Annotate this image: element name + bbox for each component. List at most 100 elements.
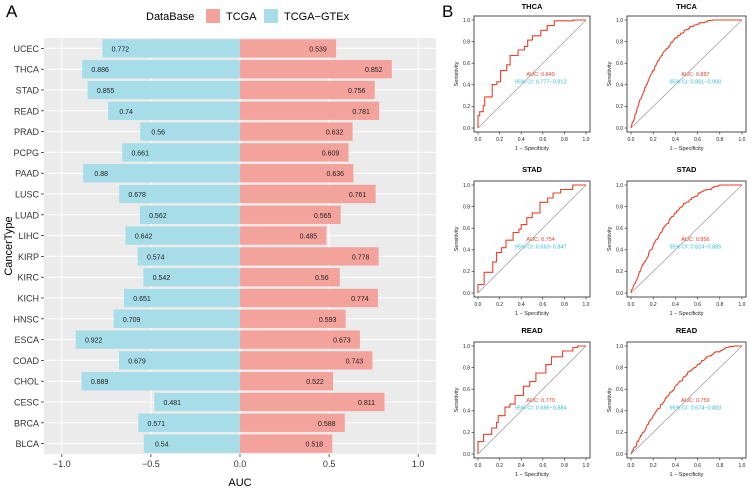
roc-x-tick-label: 0.4 xyxy=(672,302,679,308)
roc-y-tick-label: 0.0 xyxy=(463,126,470,132)
data-label-tcga: 0.593 xyxy=(319,317,337,324)
x-tick-label: −0.5 xyxy=(142,459,160,469)
data-label-tcga: 0.588 xyxy=(318,421,336,428)
roc-curve xyxy=(477,345,586,454)
roc-y-tick-label: 0.6 xyxy=(616,226,623,232)
data-label-tcga: 0.485 xyxy=(300,234,318,241)
bar-gtex-paad xyxy=(83,164,240,183)
data-label-gtex: 0.678 xyxy=(128,192,146,199)
roc-y-tick-label: 0.8 xyxy=(616,39,623,45)
roc-diagonal xyxy=(630,345,743,455)
roc-title: STAD xyxy=(677,165,697,174)
roc-x-tick-label: 1.0 xyxy=(739,137,746,143)
roc-xlabel: 1 − Specificity xyxy=(515,311,549,317)
data-label-gtex: 0.571 xyxy=(147,421,165,428)
roc-ci-label: 95% CI: 0.777−0.913 xyxy=(515,80,567,86)
data-label-tcga: 0.781 xyxy=(352,109,370,116)
y-tick-label: READ xyxy=(14,106,40,116)
roc-diagonal xyxy=(630,184,743,294)
roc-y-tick-label: 0.4 xyxy=(616,248,623,254)
roc-x-tick-label: 0.0 xyxy=(628,302,635,308)
roc-auc-label: AUC: 0.887 xyxy=(681,72,709,78)
x-tick-label: 0.5 xyxy=(323,459,336,469)
bar-tcga-prad xyxy=(240,122,353,141)
roc-auc-label: AUC: 0.779 xyxy=(526,398,554,404)
data-label-tcga: 0.756 xyxy=(348,88,366,95)
bar-tcga-kich xyxy=(240,288,378,308)
legend-swatch-tcga xyxy=(206,9,220,23)
panel-label-b: B xyxy=(442,2,453,21)
roc-x-tick-label: 0.8 xyxy=(716,463,723,469)
bar-tcga-esca xyxy=(240,330,360,349)
y-tick-label: STAD xyxy=(16,86,40,96)
roc-title: READ xyxy=(521,326,543,335)
roc-x-tick-label: 0.2 xyxy=(496,302,503,308)
legend: DataBase TCGA TCGA−GTEx xyxy=(146,9,350,23)
roc-x-tick-label: 0.2 xyxy=(650,463,657,469)
data-label-tcga: 0.778 xyxy=(352,254,370,261)
y-tick-label: LIHC xyxy=(18,231,39,241)
roc-y-tick-label: 0.4 xyxy=(463,248,470,254)
roc-title: THCA xyxy=(522,2,543,11)
legend-label-tcga: TCGA xyxy=(226,11,257,23)
roc-x-tick-label: 0.4 xyxy=(672,137,679,143)
roc-xlabel: 1 − Specificity xyxy=(669,311,703,317)
data-label-gtex: 0.54 xyxy=(155,442,169,449)
roc-y-tick-label: 0.0 xyxy=(463,291,470,297)
data-label-tcga: 0.774 xyxy=(351,296,369,303)
roc-xlabel: 1 − Specificity xyxy=(669,146,703,152)
y-tick-label: KIRC xyxy=(17,273,39,283)
bar-gtex-lihc xyxy=(125,226,240,245)
panel-label-a: A xyxy=(6,2,18,21)
roc-panel-5: READ 0.0 0.0 0.2 0.2 0.4 0.4 0.6 0.6 0.8 0.8 1.0 1.0… xyxy=(454,326,591,478)
data-label-tcga: 0.852 xyxy=(365,67,383,74)
bar-gtex-kich xyxy=(124,288,240,308)
y-tick-label: CESC xyxy=(14,398,40,408)
data-label-gtex: 0.889 xyxy=(91,379,109,386)
roc-x-tick-label: 0.4 xyxy=(672,463,679,469)
bar-tcga-cesc xyxy=(240,392,385,412)
roc-y-tick-label: 0.6 xyxy=(463,387,470,393)
bar-tcga-coad xyxy=(240,351,373,370)
data-label-gtex: 0.679 xyxy=(128,358,146,365)
x-tick-label: 1.0 xyxy=(412,459,425,469)
roc-x-tick-label: 0.6 xyxy=(539,463,546,469)
y-tick-label: PCPG xyxy=(13,148,39,158)
bar-tcga-luad xyxy=(240,205,341,224)
data-label-tcga: 0.522 xyxy=(306,379,324,386)
roc-x-tick-label: 0.0 xyxy=(475,137,482,143)
y-tick-label: COAD xyxy=(13,356,40,366)
roc-x-tick-label: 0.0 xyxy=(475,463,482,469)
roc-x-tick-label: 1.0 xyxy=(739,302,746,308)
roc-x-tick-label: 0.4 xyxy=(518,137,525,143)
roc-y-tick-label: 0.0 xyxy=(463,452,470,458)
roc-diagonal xyxy=(477,184,587,294)
data-label-gtex: 0.574 xyxy=(147,254,165,261)
roc-y-tick-label: 1.0 xyxy=(616,183,623,189)
bar-gtex-read xyxy=(108,101,241,120)
bar-gtex-pcpg xyxy=(122,143,240,162)
y-tick-label: LUSC xyxy=(15,190,40,200)
roc-frame xyxy=(473,341,591,459)
roc-ylabel: Sensitivity xyxy=(454,61,460,86)
y-tick-label: BRCA xyxy=(14,418,39,428)
data-label-gtex: 0.886 xyxy=(91,67,109,74)
roc-ci-label: 95% CI: 0.685−0.884 xyxy=(515,406,567,412)
bar-gtex-coad xyxy=(119,351,240,370)
roc-y-tick-label: 0.8 xyxy=(463,204,470,210)
roc-x-tick-label: 0.8 xyxy=(561,463,568,469)
bar-gtex-kirp xyxy=(137,247,240,266)
roc-x-tick-label: 0.0 xyxy=(628,137,635,143)
roc-y-tick-label: 0.8 xyxy=(463,365,470,371)
bar-tcga-thca xyxy=(240,60,392,79)
bar-gtex-hnsc xyxy=(113,309,240,328)
data-label-tcga: 0.636 xyxy=(327,171,345,178)
y-tick-label: CHOL xyxy=(14,377,39,387)
roc-x-tick-label: 0.2 xyxy=(650,302,657,308)
data-label-gtex: 0.542 xyxy=(153,275,171,282)
roc-frame xyxy=(473,15,591,133)
data-label-tcga: 0.673 xyxy=(333,338,351,345)
roc-x-tick-label: 0.6 xyxy=(539,137,546,143)
roc-x-tick-label: 0.0 xyxy=(475,302,482,308)
y-tick-label: THCA xyxy=(15,65,40,75)
